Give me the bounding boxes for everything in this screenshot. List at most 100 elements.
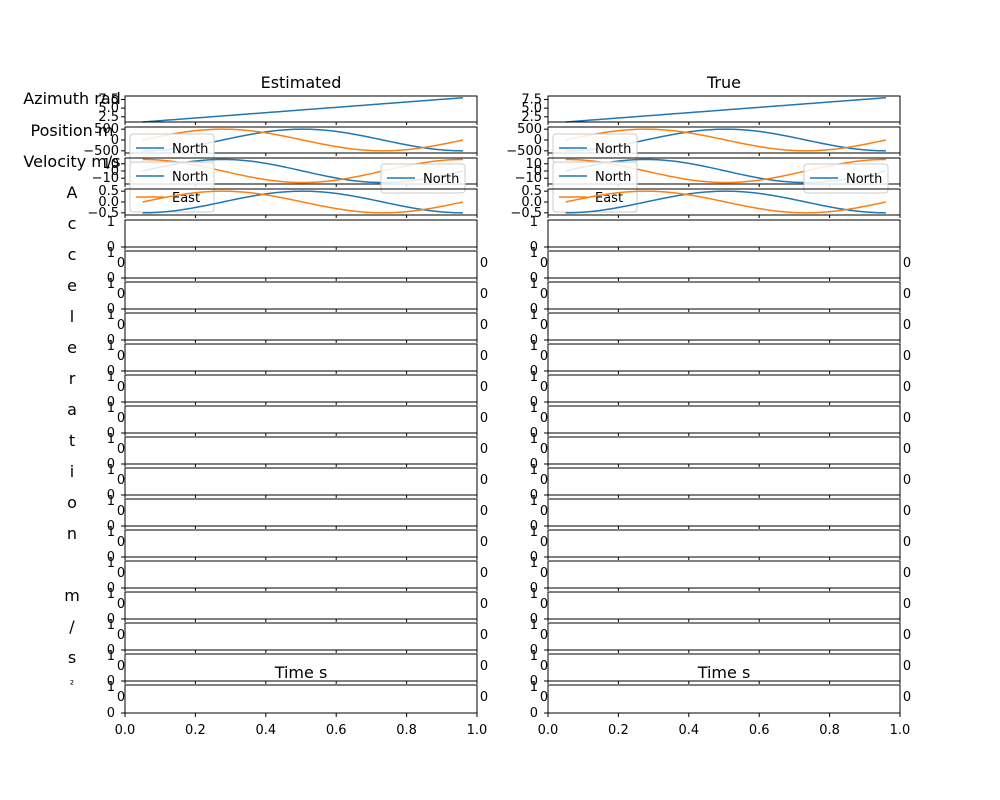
x-tick-label: 0 — [480, 380, 488, 395]
y-tick-label: 1 — [107, 494, 115, 509]
empty-panel-1: 100 0 — [530, 246, 911, 302]
x-tick-label: 0 — [903, 318, 911, 333]
axes-frame — [547, 374, 901, 403]
x-tick-label: 0 — [540, 380, 548, 395]
axes-frame — [547, 560, 901, 589]
acceleration-label-char: t — [69, 431, 75, 450]
acceleration-label-char: / — [69, 617, 75, 636]
y-axis-label-velocity: Velocity m/s — [23, 152, 120, 171]
y-tick-label: 500 — [517, 122, 542, 137]
axes-frame — [547, 219, 901, 248]
empty-panel-13: 100 0 — [530, 618, 911, 674]
axes-frame — [547, 653, 901, 682]
x-tick-label: 0 — [480, 597, 488, 612]
y-tick-label: 1 — [107, 618, 115, 633]
axes-frame — [547, 95, 901, 123]
y-tick-label: 10 — [525, 157, 542, 172]
x-tick-label: 0 — [480, 659, 488, 674]
y-tick-label: 0.5 — [98, 184, 119, 199]
empty-panel-9: 100 0 — [530, 494, 911, 550]
y-tick-label: 1 — [107, 308, 115, 323]
x-tick-label: 0 — [117, 349, 125, 364]
x-tick-label: 0 — [903, 659, 911, 674]
x-tick-label: 0 — [540, 504, 548, 519]
legend-label: North — [172, 170, 208, 185]
y-tick-label: 1 — [530, 308, 538, 323]
axes-frame — [124, 405, 478, 434]
legend-label: North — [595, 142, 631, 157]
y-tick-label: 1 — [530, 401, 538, 416]
y-tick-label: 0 — [530, 240, 538, 255]
axes-frame — [547, 436, 901, 465]
series-line-east — [142, 190, 464, 214]
y-tick-label: 0 — [107, 488, 115, 503]
x-tick-label: 0 — [903, 628, 911, 643]
x-tick-label: 0 — [903, 349, 911, 364]
x-tick-label: 0.4 — [678, 723, 699, 738]
empty-panel-3: 100 0 — [107, 308, 488, 364]
x-tick-label: 0 — [117, 597, 125, 612]
axes-frame — [124, 250, 478, 279]
empty-panel-12: 100 0 — [107, 587, 488, 643]
axes-frame — [547, 405, 901, 434]
column-title: True — [706, 73, 741, 92]
series-line-north — [565, 190, 886, 214]
empty-panel-15: 10 — [530, 680, 901, 721]
axes-frame — [124, 498, 478, 527]
x-tick-label: 0 — [480, 318, 488, 333]
y-tick-label: 0 — [107, 612, 115, 627]
series-line-azimuth — [142, 96, 463, 123]
y-tick-label: 0.0 — [521, 195, 542, 210]
panel-3: 0.50.0−0.5 — [510, 184, 901, 221]
x-axis-label: Time s — [274, 663, 328, 682]
x-tick-label: 0 — [540, 628, 548, 643]
axes-frame — [547, 250, 901, 279]
y-tick-label: 0 — [530, 612, 538, 627]
legend-label: North — [595, 170, 631, 185]
series-line-east — [565, 128, 887, 152]
x-tick-label: 1.0 — [890, 723, 911, 738]
x-tick-label: 0.2 — [185, 723, 206, 738]
empty-panel-10: 100 0 — [530, 525, 911, 581]
x-tick-label: 0 — [480, 442, 488, 457]
y-tick-label: 1 — [107, 215, 115, 230]
x-tick-label: 0 — [903, 690, 911, 705]
acceleration-label-char: o — [67, 493, 77, 512]
axes-frame — [124, 343, 478, 372]
x-tick-label: 0 — [540, 597, 548, 612]
y-tick-label: 500 — [94, 122, 119, 137]
column-title: Estimated — [261, 73, 342, 92]
y-tick-label: −500 — [83, 144, 119, 159]
y-tick-label: 0 — [530, 364, 538, 379]
x-tick-label: 0 — [903, 566, 911, 581]
x-tick-label: 0 — [480, 535, 488, 550]
y-tick-label: 0 — [534, 133, 542, 148]
x-tick-label: 0 — [117, 690, 125, 705]
x-tick-label: 0 — [117, 659, 125, 674]
series-line-north — [142, 190, 463, 214]
x-tick-label: 0 — [903, 597, 911, 612]
y-tick-label: 1 — [107, 649, 115, 664]
y-tick-label: 0 — [107, 240, 115, 255]
y-tick-label: −0.5 — [87, 206, 119, 221]
legend: North — [803, 163, 889, 194]
axes-frame — [547, 467, 901, 496]
y-tick-label: 0 — [111, 164, 119, 179]
y-tick-label: 0.5 — [521, 184, 542, 199]
x-tick-label: 0.2 — [608, 723, 629, 738]
acceleration-label-char: m — [64, 586, 80, 605]
empty-panel-2: 100 0 — [107, 277, 488, 333]
empty-panel-6: 100 0 — [107, 401, 488, 457]
empty-panel-3: 100 0 — [530, 308, 911, 364]
x-tick-label: 0.6 — [749, 723, 770, 738]
x-tick-label: 0 — [540, 473, 548, 488]
x-tick-label: 0.0 — [115, 723, 136, 738]
x-tick-label: 0 — [480, 473, 488, 488]
empty-panel-6: 100 0 — [530, 401, 911, 457]
y-tick-label: 0 — [530, 550, 538, 565]
empty-panel-15: 10 — [107, 680, 478, 721]
y-tick-label: 0 — [530, 271, 538, 286]
